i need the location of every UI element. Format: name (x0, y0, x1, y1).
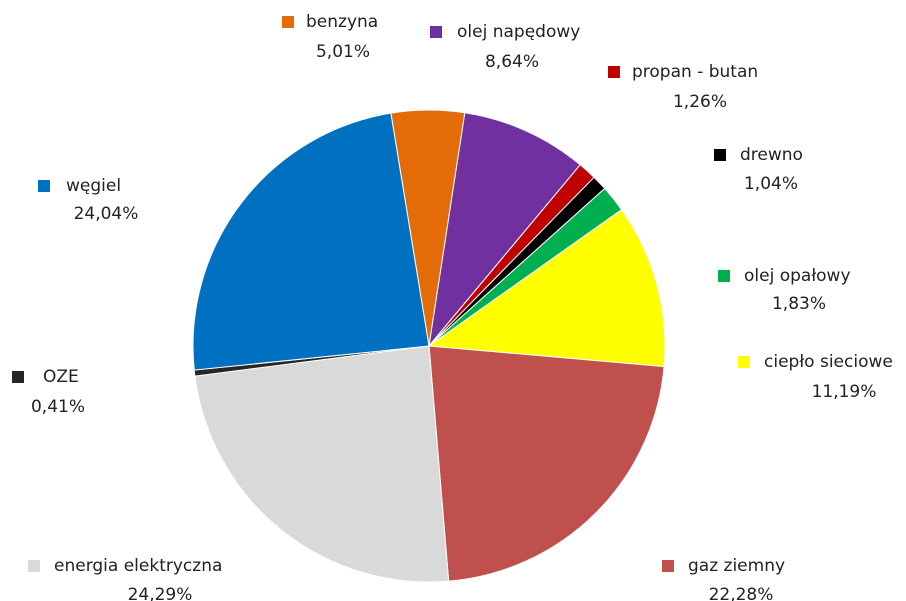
value-label: 22,28% (709, 585, 774, 601)
pie-slice (192, 112, 430, 371)
value-label: 8,64% (485, 52, 539, 72)
legend-swatch (28, 560, 40, 572)
slice-label: OZE (43, 367, 79, 387)
slice-label: propan - butan (632, 62, 758, 82)
slice-label: ciepło sieciowe (764, 352, 893, 372)
slice-label: olej opałowy (744, 266, 851, 286)
pie-slice (194, 345, 450, 583)
legend-swatch (738, 356, 750, 368)
slice-label: drewno (740, 145, 803, 165)
value-label: 11,19% (812, 382, 877, 402)
legend-swatch (282, 16, 294, 28)
slice-label: energia elektryczna (54, 556, 222, 576)
legend-swatch (608, 66, 620, 78)
value-label: 24,29% (128, 585, 193, 601)
pie-slice (428, 345, 665, 582)
slice-label: gaz ziemny (688, 556, 785, 576)
legend-swatch (38, 180, 50, 192)
legend-swatch (662, 560, 674, 572)
legend-swatch (430, 26, 442, 38)
legend-swatch (718, 270, 730, 282)
value-label: 24,04% (74, 204, 139, 224)
value-label: 1,26% (673, 92, 727, 112)
legend-swatch (714, 149, 726, 161)
slice-label: węgiel (66, 176, 121, 196)
slice-label: benzyna (306, 12, 378, 32)
value-label: 1,04% (744, 174, 798, 194)
value-label: 5,01% (316, 42, 370, 62)
slice-label: olej napędowy (457, 22, 580, 42)
value-label: 0,41% (31, 397, 85, 417)
legend-swatch (12, 371, 24, 383)
pie-slice (427, 208, 666, 368)
value-label: 1,83% (772, 294, 826, 314)
pie-slice (428, 112, 581, 348)
